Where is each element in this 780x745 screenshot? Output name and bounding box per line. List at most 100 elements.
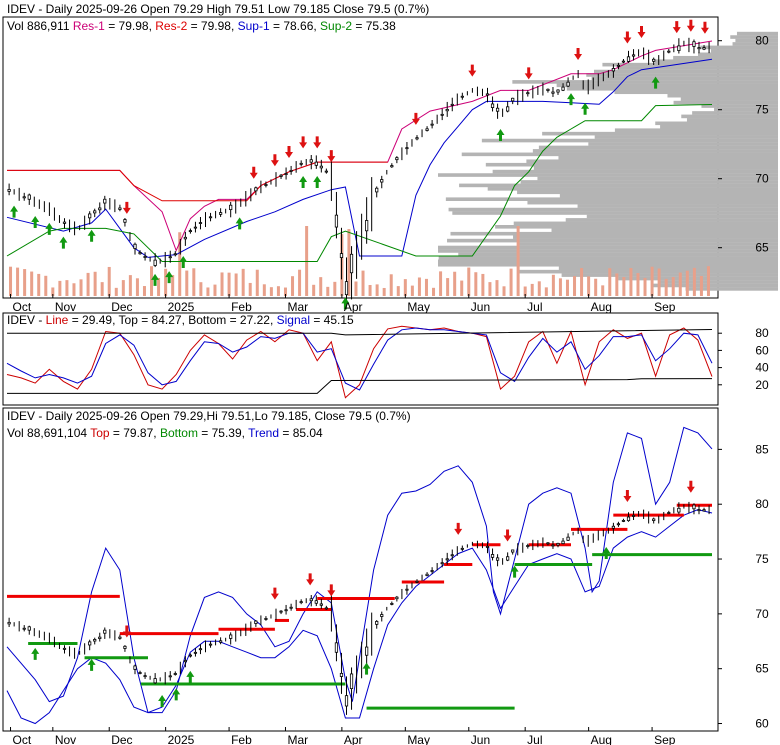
buy-arrow <box>59 236 68 249</box>
price-candle <box>667 50 671 53</box>
volume-bar <box>523 286 527 296</box>
volume-profile-bar <box>681 114 778 119</box>
price-candle <box>652 58 656 62</box>
volume-bar <box>255 269 259 296</box>
price-candle <box>98 207 102 211</box>
volume-bar <box>551 274 555 296</box>
header-segment: = 85.04 <box>279 426 323 440</box>
volume-bar <box>114 287 118 296</box>
trend-price-candle <box>556 542 560 546</box>
buy-arrow <box>172 688 181 701</box>
volume-profile-bar <box>565 218 778 222</box>
volume-profile-bar <box>685 287 778 291</box>
trend-bands <box>6 426 713 725</box>
bottom-stoch-line <box>7 378 713 394</box>
buy-arrow <box>10 205 19 218</box>
volume-profile-bar <box>438 249 778 253</box>
volume-profile-bar <box>602 62 778 67</box>
price-candle <box>208 216 213 219</box>
x-tick-label: Feb <box>231 733 252 745</box>
x-tick-label: Nov <box>55 733 76 745</box>
x-tick-label: May <box>407 733 430 745</box>
price-candle <box>133 243 137 249</box>
volume-bar <box>326 286 330 296</box>
price-candle <box>319 165 323 169</box>
trend-price-candle <box>546 542 550 545</box>
volume-profile-bar <box>698 52 778 57</box>
volume-bar <box>446 278 450 296</box>
buy-arrow <box>581 102 590 115</box>
trend-price-candle <box>511 549 515 553</box>
buy-arrow <box>31 647 40 660</box>
volume-profile-bar <box>659 280 778 284</box>
volume-profile-bar <box>492 169 778 174</box>
volume-bar <box>354 281 358 296</box>
trend-x-axis: Oct Nov Dec 2025 Feb Mar Apr May Jun Jul Aug Sep <box>10 727 676 745</box>
header-segment: Signal <box>277 313 310 327</box>
line-stoch-line <box>6 325 713 399</box>
trend-price-candle <box>103 629 107 634</box>
y-tick-label: 70 <box>755 172 769 186</box>
volume-profile-bar <box>652 283 778 288</box>
volume-bar <box>107 266 111 296</box>
price-candle <box>621 60 626 63</box>
price-candle <box>395 157 399 161</box>
volume-bar <box>283 287 287 296</box>
trend-price-candle <box>22 627 26 630</box>
price-candle <box>22 196 26 199</box>
price-candle <box>344 281 349 296</box>
stochastic-y-axis: 20 40 60 80 <box>718 326 769 392</box>
volume-bar <box>58 280 62 296</box>
volume-bar <box>121 280 125 296</box>
price-candle <box>324 170 328 173</box>
volume-bar <box>128 275 132 296</box>
trend-price-candle <box>616 523 621 526</box>
trend-price-candle <box>667 512 671 514</box>
header-segment: Vol 88,691,104 <box>7 426 90 440</box>
volume-profile-bar <box>551 228 778 233</box>
volume-bar <box>361 270 365 296</box>
buy-arrow <box>151 273 160 286</box>
trend-price-candle <box>138 672 142 674</box>
trend-price-candle <box>198 648 203 651</box>
x-tick-label: Apr <box>344 733 363 745</box>
trend-price-candle <box>98 636 102 639</box>
volume-bar <box>164 268 168 296</box>
volume-profile-bar <box>586 73 778 77</box>
trend-price-candle <box>566 536 570 541</box>
support-resistance-lines <box>6 40 713 262</box>
volume-bar <box>495 280 499 296</box>
y-tick-label: 70 <box>755 607 769 621</box>
trend-price-candle <box>123 645 127 649</box>
sell-arrow <box>468 64 477 77</box>
volume-profile-bar <box>438 173 778 177</box>
volume-profile-bar <box>714 107 778 112</box>
volume-bar <box>650 266 654 296</box>
price-candle <box>677 45 681 52</box>
sell-arrow <box>299 136 308 149</box>
trend-price-candle <box>183 660 187 663</box>
price-candle <box>561 86 565 91</box>
volume-bar <box>298 269 302 296</box>
price-x-axis: Oct Nov Dec 2025 Feb Mar Apr May Jun Jul Aug Sep <box>10 294 676 314</box>
volume-profile-bar <box>448 207 778 212</box>
header-segment: Top <box>90 426 110 440</box>
volume-bar <box>403 279 407 296</box>
price-candle <box>511 97 515 102</box>
price-candle <box>279 174 283 177</box>
volume-bar <box>474 272 478 296</box>
sell-arrow <box>313 136 322 149</box>
res-2-line <box>7 161 388 202</box>
trend-price-candle <box>219 640 223 643</box>
trend-price-candle <box>193 651 198 654</box>
price-candle <box>631 54 636 57</box>
trend-price-candle <box>526 545 530 547</box>
volume-profile-bar <box>618 276 778 281</box>
x-tick-label: Feb <box>231 300 252 314</box>
volume-bar <box>587 276 591 296</box>
price-y-axis: 65 70 75 80 <box>718 34 769 255</box>
trend-price-candle <box>118 636 122 639</box>
trend-panel-header-1: IDEV - Daily 2025-09-26 Open 79.29,Hi 79… <box>7 409 411 423</box>
volume-bar <box>262 284 266 296</box>
volume-bar <box>439 271 443 296</box>
